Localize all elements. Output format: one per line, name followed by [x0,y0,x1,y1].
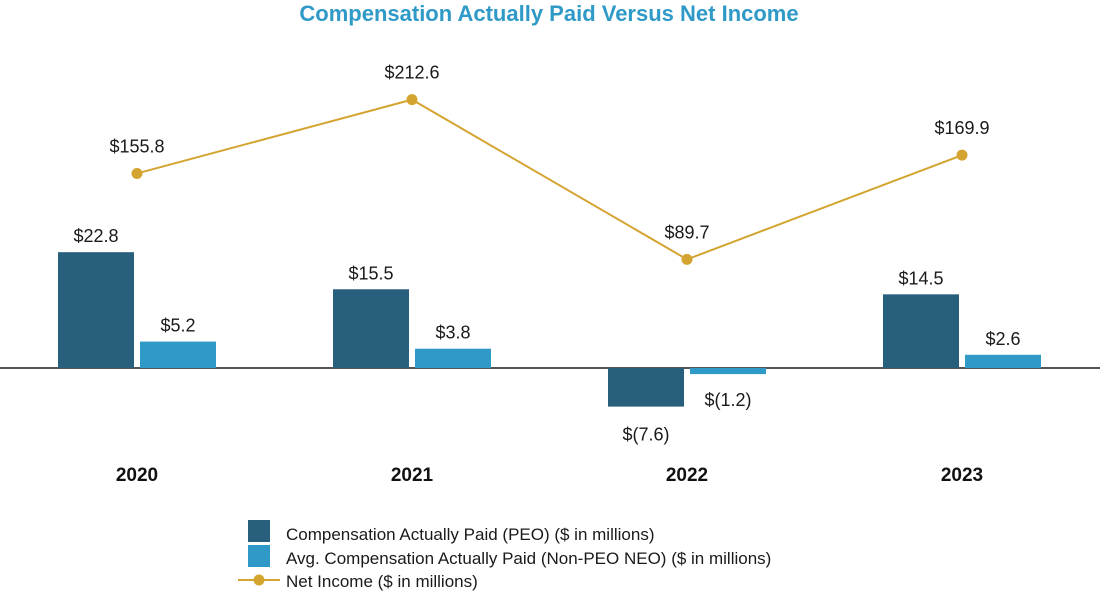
bar-label-non-peo-2021: $3.8 [435,323,470,343]
net-income-label-2020: $155.8 [109,136,164,156]
legend-swatch-non-peo [248,545,270,567]
bar-peo-2021 [333,289,409,368]
bar-non-peo-2020 [140,341,216,368]
bar-labels-group: $22.8 $15.5 $(7.6) $14.5 $5.2 $3.8 $(1.2) $2.6 [73,226,1020,444]
bar-label-non-peo-2023: $2.6 [985,329,1020,349]
legend-label-non-peo: Avg. Compensation Actually Paid (Non-PEO… [286,549,771,568]
chart-title: Compensation Actually Paid Versus Net In… [299,1,798,26]
legend-label-peo: Compensation Actually Paid (PEO) ($ in m… [286,525,654,544]
net-income-label-2023: $169.9 [934,118,989,138]
net-income-marker-2022 [681,253,693,265]
net-income-marker-2020 [131,167,143,179]
legend-label-net-income: Net Income ($ in millions) [286,572,478,591]
bar-non-peo-2022 [690,368,766,375]
bar-peo-2023 [883,294,959,368]
net-income-line-group: $155.8 $212.6 $89.7 $169.9 [109,63,990,265]
net-income-label-2022: $89.7 [664,222,709,242]
bar-label-non-peo-2022: $(1.2) [704,390,751,410]
bar-label-peo-2021: $15.5 [348,263,393,283]
bar-non-peo-2023 [965,354,1041,368]
net-income-marker-2021 [406,94,418,106]
bar-label-peo-2020: $22.8 [73,226,118,246]
net-income-line [136,98,963,261]
net-income-marker-2023 [956,149,968,161]
net-income-label-2021: $212.6 [384,63,439,83]
year-label-2022: 2022 [666,465,708,486]
bar-label-peo-2022: $(7.6) [622,425,669,445]
bar-peo-2020 [58,252,134,368]
bar-label-peo-2023: $14.5 [898,268,943,288]
bar-peo-2022 [608,368,684,407]
year-label-2021: 2021 [391,465,434,486]
legend: Compensation Actually Paid (PEO) ($ in m… [238,520,771,591]
bar-non-peo-2021 [415,348,491,368]
legend-swatch-peo [248,520,270,542]
bar-label-non-peo-2020: $5.2 [160,316,195,336]
year-label-2020: 2020 [116,465,158,486]
year-label-2023: 2023 [941,465,983,486]
legend-marker-net-income [253,574,265,586]
year-labels-group: 2020 2021 2022 2023 [116,465,983,486]
bars-group [58,252,1041,407]
